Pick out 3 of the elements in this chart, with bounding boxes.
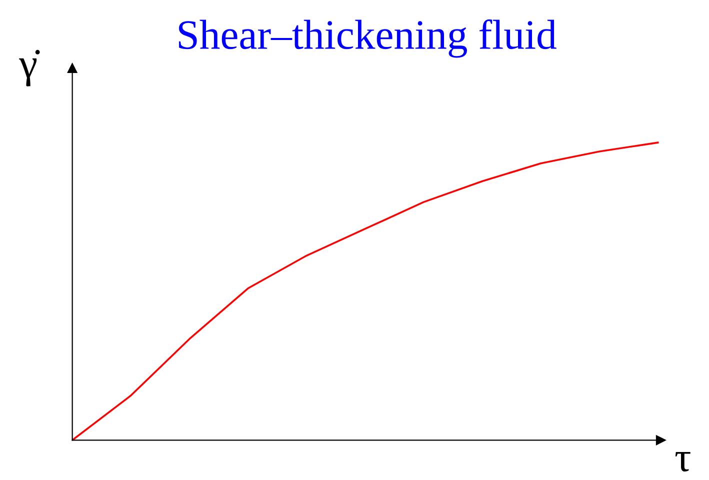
chart-title: Shear–thickening fluid bbox=[178, 19, 556, 58]
y-axis-title: γ̇ bbox=[19, 50, 40, 86]
x-axis-title: τ bbox=[675, 452, 690, 472]
